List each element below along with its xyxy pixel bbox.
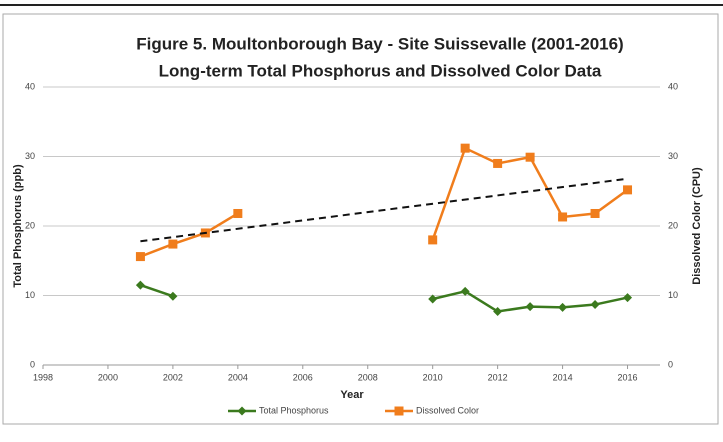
x-axis-title: Year	[340, 389, 364, 401]
marker	[590, 300, 600, 310]
y-tick-label: 10	[25, 290, 35, 300]
marker	[460, 143, 470, 153]
marker	[135, 280, 145, 290]
y2-tick-label: 40	[668, 81, 678, 91]
marker	[590, 208, 600, 218]
y-tick-label: 20	[25, 220, 35, 230]
chart-title: Long-term Total Phosphorus and Dissolved…	[159, 61, 602, 80]
marker	[493, 158, 503, 168]
marker	[525, 302, 535, 312]
x-tick-label: 2008	[358, 372, 378, 382]
y-tick-label: 40	[25, 81, 35, 91]
y2-tick-label: 30	[668, 151, 678, 161]
marker	[168, 291, 178, 301]
y2-tick-label: 20	[668, 220, 678, 230]
y-tick-label: 0	[30, 359, 35, 369]
x-tick-label: 2002	[163, 372, 183, 382]
y2-tick-label: 10	[668, 290, 678, 300]
y2-axis-title: Dissolved Color (CPU)	[691, 167, 703, 285]
marker	[135, 252, 145, 262]
frame	[2, 13, 719, 425]
x-tick-label: 2014	[553, 372, 573, 382]
marker	[558, 302, 568, 312]
y-tick-label: 30	[25, 151, 35, 161]
marker	[168, 239, 178, 249]
marker	[493, 306, 503, 316]
legend-label: Dissolved Color	[416, 405, 479, 415]
marker	[623, 185, 633, 195]
x-tick-label: 2016	[618, 372, 638, 382]
marker	[428, 235, 438, 245]
x-tick-label: 2010	[423, 372, 443, 382]
legend-marker	[237, 406, 247, 416]
marker	[233, 208, 243, 218]
marker	[460, 286, 470, 296]
y2-tick-label: 0	[668, 359, 673, 369]
chart-title: Figure 5. Moultonborough Bay - Site Suis…	[136, 34, 623, 53]
marker	[428, 294, 438, 304]
x-tick-label: 2004	[228, 372, 248, 382]
marker	[623, 293, 633, 303]
y-axis-title: Total Phosphorus (ppb)	[12, 164, 24, 288]
marker	[558, 212, 568, 222]
legend-label: Total Phosphorus	[259, 405, 329, 415]
legend-marker	[394, 406, 404, 416]
marker	[525, 152, 535, 162]
x-tick-label: 1998	[33, 372, 53, 382]
trend-line	[140, 177, 628, 243]
x-tick-label: 2006	[293, 372, 313, 382]
x-tick-label: 2012	[488, 372, 508, 382]
x-tick-label: 2000	[98, 372, 118, 382]
